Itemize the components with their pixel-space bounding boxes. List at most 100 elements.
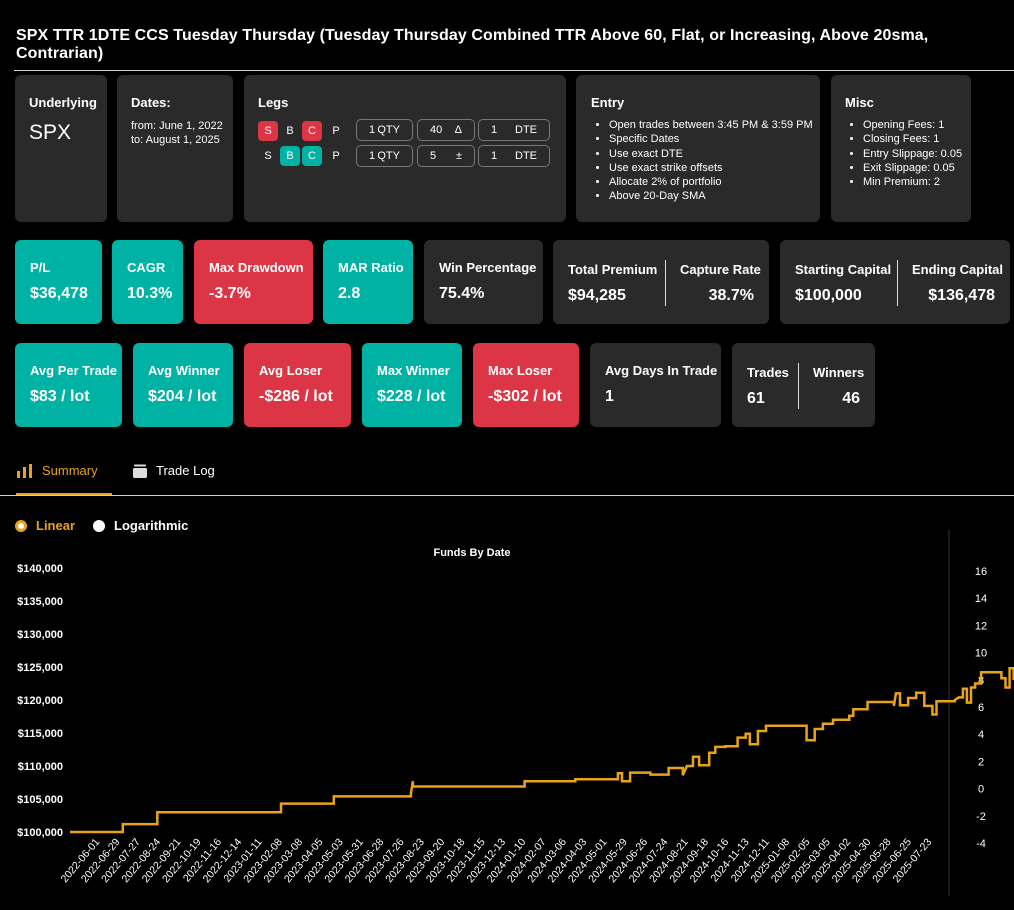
misc-card: Misc Opening Fees: 1 Closing Fees: 1 Ent…: [831, 75, 971, 222]
date-to: to: August 1, 2025: [131, 134, 220, 146]
trades-value: 61: [747, 390, 765, 407]
leg2-qty-input[interactable]: 1 QTY: [356, 145, 413, 167]
funds-line: [70, 667, 1014, 834]
y2-tick-label: 12: [975, 620, 987, 632]
leg2-delta-input[interactable]: 5 ±: [417, 145, 475, 167]
leg-side-sell[interactable]: S: [258, 121, 278, 141]
y2-tick-label: 16: [975, 566, 987, 578]
cagr-card: CAGR 10.3%: [112, 240, 183, 324]
y-tick-label: $105,000: [17, 794, 63, 806]
qty-label: QTY: [377, 150, 400, 162]
list-item: Use exact DTE: [609, 147, 813, 161]
leg-side-buy[interactable]: B: [286, 125, 294, 137]
funds-chart: Funds By Date $100,000 $105,000 $110,000 $11…: [17, 530, 1014, 896]
legs-label: Legs: [258, 95, 289, 110]
leg-type-put[interactable]: P: [332, 150, 340, 162]
max-winner-value: $228 / lot: [377, 388, 446, 405]
leg-type-call[interactable]: C: [302, 121, 322, 141]
capital-card: Starting Capital $100,000 Ending Capital…: [780, 240, 1010, 324]
tab-summary-label: Summary: [42, 463, 98, 478]
active-tab-indicator: [16, 493, 112, 495]
leg-type-put[interactable]: P: [332, 125, 340, 137]
max-loser-value: -$302 / lot: [488, 388, 562, 405]
starting-capital-label: Starting Capital: [795, 262, 892, 277]
win-percentage-card: Win Percentage 75.4%: [424, 240, 543, 324]
dates-card: Dates: from: June 1, 2022 to: August 1, …: [117, 75, 233, 222]
capture-rate-value: 38.7%: [708, 287, 754, 304]
mar-ratio-label: MAR Ratio: [338, 260, 404, 275]
underlying-label: Underlying: [29, 95, 97, 110]
leg-row-1: S B C P: [258, 121, 348, 141]
y-tick-label: $100,000: [17, 827, 63, 839]
win-percentage-label: Win Percentage: [439, 260, 537, 275]
leg-type-call[interactable]: C: [302, 146, 322, 166]
y-tick-label: $140,000: [17, 563, 63, 575]
max-loser-card: Max Loser -$302 / lot: [473, 343, 579, 427]
tab-trade-log-label: Trade Log: [156, 463, 215, 478]
date-from: from: June 1, 2022: [131, 120, 223, 132]
avg-days-label: Avg Days In Trade: [605, 363, 718, 378]
y-tick-label: $110,000: [18, 761, 63, 773]
list-item: Use exact strike offsets: [609, 161, 813, 175]
y-tick-label: $125,000: [17, 662, 63, 674]
radio-linear[interactable]: Linear: [15, 518, 75, 533]
leg1-delta-input[interactable]: 40 Δ: [417, 119, 475, 141]
max-loser-label: Max Loser: [488, 363, 553, 378]
y2-tick-label: 0: [978, 784, 984, 796]
entry-card: Entry Open trades between 3:45 PM & 3:59…: [576, 75, 820, 222]
dte-value: 1: [491, 150, 498, 162]
title-divider: [14, 70, 1014, 71]
delta-symbol: ±: [455, 150, 462, 162]
capture-rate-label: Capture Rate: [680, 262, 761, 277]
avg-days-card: Avg Days In Trade 1: [590, 343, 721, 427]
list-item: Exit Slippage: 0.05: [863, 161, 962, 175]
avg-winner-label: Avg Winner: [148, 363, 220, 378]
tab-summary[interactable]: Summary: [16, 463, 98, 478]
pl-value: $36,478: [30, 285, 88, 302]
avg-per-trade-card: Avg Per Trade $83 / lot: [15, 343, 122, 427]
y2-tick-label: -4: [976, 838, 986, 850]
delta-value: 40: [430, 124, 443, 136]
misc-label: Misc: [845, 95, 874, 110]
dates-label: Dates:: [131, 95, 171, 110]
y-tick-label: $115,000: [18, 728, 63, 740]
y2-tick-label: 14: [975, 593, 987, 605]
avg-days-value: 1: [605, 388, 614, 405]
radio-logarithmic[interactable]: Logarithmic: [93, 518, 188, 533]
radio-log-label: Logarithmic: [114, 518, 189, 533]
trades-label: Trades: [747, 365, 789, 380]
leg-row-2: S B C P: [258, 146, 348, 166]
chart-title: Funds By Date: [433, 547, 510, 559]
underlying-card: Underlying SPX: [15, 75, 107, 222]
leg-side-buy[interactable]: B: [280, 146, 300, 166]
list-item: Min Premium: 2: [863, 175, 962, 189]
premium-capture-card: Total Premium $94,285 Capture Rate 38.7%: [553, 240, 769, 324]
leg1-dte-input[interactable]: 1 DTE: [478, 119, 550, 141]
max-drawdown-label: Max Drawdown: [209, 260, 304, 275]
avg-loser-label: Avg Loser: [259, 363, 323, 378]
entry-list: Open trades between 3:45 PM & 3:59 PM Sp…: [591, 118, 813, 204]
card-divider: [665, 260, 666, 306]
avg-per-trade-label: Avg Per Trade: [30, 363, 117, 378]
max-winner-label: Max Winner: [377, 363, 450, 378]
pl-card: P/L $36,478: [15, 240, 102, 324]
cagr-label: CAGR: [127, 260, 166, 275]
y2-tick-label: -2: [976, 811, 986, 823]
radio-unselected-icon: [93, 519, 105, 532]
leg1-qty-input[interactable]: 1 QTY: [356, 119, 413, 141]
dte-label: DTE: [515, 150, 537, 162]
tab-trade-log[interactable]: Trade Log: [132, 463, 215, 478]
leg2-dte-input[interactable]: 1 DTE: [478, 145, 550, 167]
ending-capital-value: $136,478: [928, 287, 995, 304]
y2-tick-label: 6: [978, 702, 984, 714]
avg-loser-card: Avg Loser -$286 / lot: [244, 343, 351, 427]
winners-label: Winners: [813, 365, 865, 380]
leg-side-sell[interactable]: S: [264, 150, 272, 162]
mar-ratio-card: MAR Ratio 2.8: [323, 240, 413, 324]
radio-selected-icon: [15, 519, 27, 532]
starting-capital-value: $100,000: [795, 287, 862, 304]
y-tick-label: $135,000: [17, 596, 63, 608]
y2-tick-label: 2: [978, 756, 984, 768]
mar-ratio-value: 2.8: [338, 285, 361, 302]
qty-value: 1: [369, 124, 376, 136]
